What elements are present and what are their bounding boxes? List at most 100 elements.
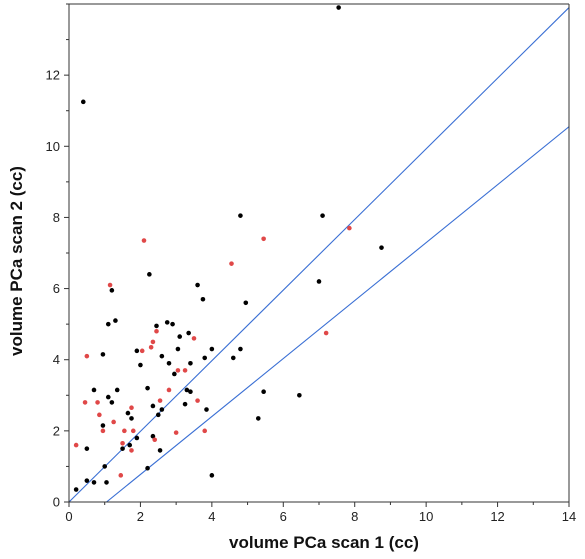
data-point-series-2 bbox=[111, 419, 116, 425]
y-tick-label: 8 bbox=[53, 210, 60, 225]
x-tick-label: 14 bbox=[562, 509, 576, 524]
data-point-series-1 bbox=[113, 318, 118, 323]
data-point-series-1 bbox=[138, 362, 143, 368]
x-tick-label: 2 bbox=[137, 509, 144, 524]
reference-lines bbox=[69, 7, 569, 502]
data-point-series-2 bbox=[118, 473, 124, 478]
data-point-series-1 bbox=[91, 387, 97, 393]
data-point-series-1 bbox=[91, 480, 97, 485]
data-point-series-1 bbox=[84, 478, 90, 483]
data-point-series-1 bbox=[172, 371, 177, 377]
data-point-series-1 bbox=[159, 353, 165, 359]
y-tick-label: 10 bbox=[46, 139, 60, 154]
data-point-series-2 bbox=[347, 225, 352, 231]
data-point-series-1 bbox=[200, 296, 206, 302]
data-points bbox=[73, 5, 384, 492]
data-point-series-2 bbox=[82, 400, 88, 405]
data-point-series-1 bbox=[145, 465, 150, 471]
data-point-series-1 bbox=[182, 401, 188, 407]
data-point-series-1 bbox=[105, 321, 111, 327]
x-tick-label: 10 bbox=[419, 509, 433, 524]
data-point-series-1 bbox=[238, 346, 243, 352]
data-point-series-1 bbox=[73, 487, 79, 492]
data-point-series-1 bbox=[159, 407, 165, 412]
data-point-series-1 bbox=[164, 320, 170, 325]
y-tick-label: 2 bbox=[53, 423, 60, 438]
data-point-series-1 bbox=[184, 387, 190, 393]
data-point-series-2 bbox=[182, 368, 188, 373]
data-point-series-1 bbox=[150, 403, 156, 409]
data-point-series-1 bbox=[157, 448, 163, 453]
data-point-series-1 bbox=[100, 423, 106, 428]
data-point-series-1 bbox=[109, 400, 115, 405]
data-point-series-2 bbox=[195, 398, 200, 403]
data-point-series-2 bbox=[166, 387, 172, 393]
data-point-series-2 bbox=[100, 428, 106, 434]
data-point-series-2 bbox=[202, 428, 208, 434]
data-point-series-1 bbox=[80, 99, 86, 105]
data-point-series-1 bbox=[166, 360, 172, 366]
data-point-series-2 bbox=[229, 261, 234, 266]
data-point-series-1 bbox=[134, 435, 140, 441]
x-tick-label: 8 bbox=[351, 509, 358, 524]
data-point-series-2 bbox=[130, 428, 136, 434]
data-point-series-2 bbox=[173, 430, 179, 435]
data-point-series-2 bbox=[261, 236, 266, 242]
data-point-series-2 bbox=[97, 412, 102, 418]
data-point-series-1 bbox=[127, 442, 133, 448]
x-axis-title: volume PCa scan 1 (cc) bbox=[229, 533, 419, 552]
data-point-series-2 bbox=[120, 441, 125, 446]
data-point-series-1 bbox=[100, 352, 106, 357]
data-point-series-1 bbox=[150, 433, 156, 439]
y-tick-label: 0 bbox=[53, 495, 60, 510]
data-point-series-1 bbox=[177, 334, 183, 339]
data-point-series-2 bbox=[154, 328, 159, 334]
y-axis-title: volume PCa scan 2 (cc) bbox=[7, 166, 26, 356]
data-point-series-1 bbox=[379, 245, 384, 250]
data-point-series-1 bbox=[102, 464, 108, 469]
data-point-series-2 bbox=[107, 282, 113, 288]
data-point-series-2 bbox=[141, 238, 147, 243]
data-point-series-1 bbox=[195, 282, 200, 288]
data-point-series-1 bbox=[261, 389, 266, 395]
data-point-series-2 bbox=[150, 339, 156, 345]
data-point-series-1 bbox=[154, 323, 159, 329]
data-point-series-1 bbox=[170, 321, 175, 327]
data-point-series-2 bbox=[323, 330, 329, 336]
data-point-series-1 bbox=[84, 446, 90, 451]
data-point-series-2 bbox=[191, 336, 197, 341]
data-point-series-1 bbox=[134, 348, 140, 354]
y-tick-label: 12 bbox=[46, 68, 60, 83]
x-tick-label: 12 bbox=[490, 509, 504, 524]
data-point-series-2 bbox=[139, 348, 145, 354]
data-point-series-1 bbox=[147, 272, 152, 277]
data-point-series-1 bbox=[209, 346, 215, 352]
data-point-series-1 bbox=[316, 279, 322, 284]
data-point-series-2 bbox=[129, 405, 134, 411]
data-point-series-1 bbox=[105, 394, 111, 400]
data-point-series-1 bbox=[320, 213, 325, 218]
data-point-series-1 bbox=[230, 355, 236, 361]
reference-line-1 bbox=[69, 7, 569, 502]
data-point-series-1 bbox=[188, 360, 193, 366]
data-point-series-2 bbox=[95, 400, 100, 405]
y-tick-label: 6 bbox=[53, 281, 60, 296]
data-point-series-1 bbox=[145, 385, 150, 391]
data-point-series-1 bbox=[175, 346, 181, 352]
data-point-series-1 bbox=[120, 446, 125, 451]
data-point-series-1 bbox=[238, 213, 243, 218]
x-tick-label: 0 bbox=[65, 509, 72, 524]
data-point-series-1 bbox=[155, 412, 161, 418]
data-point-series-2 bbox=[175, 368, 181, 373]
ticks: 0 2 4 6 8 10 12 14 0 2 4 6 8 10 12 bbox=[46, 3, 576, 524]
data-point-series-2 bbox=[122, 428, 127, 434]
data-point-series-1 bbox=[188, 389, 193, 395]
y-tick-label: 4 bbox=[53, 352, 60, 367]
data-point-series-1 bbox=[186, 330, 191, 336]
data-point-series-1 bbox=[336, 5, 341, 10]
x-tick-label: 4 bbox=[208, 509, 215, 524]
data-point-series-2 bbox=[152, 437, 158, 443]
data-point-series-1 bbox=[129, 416, 134, 421]
